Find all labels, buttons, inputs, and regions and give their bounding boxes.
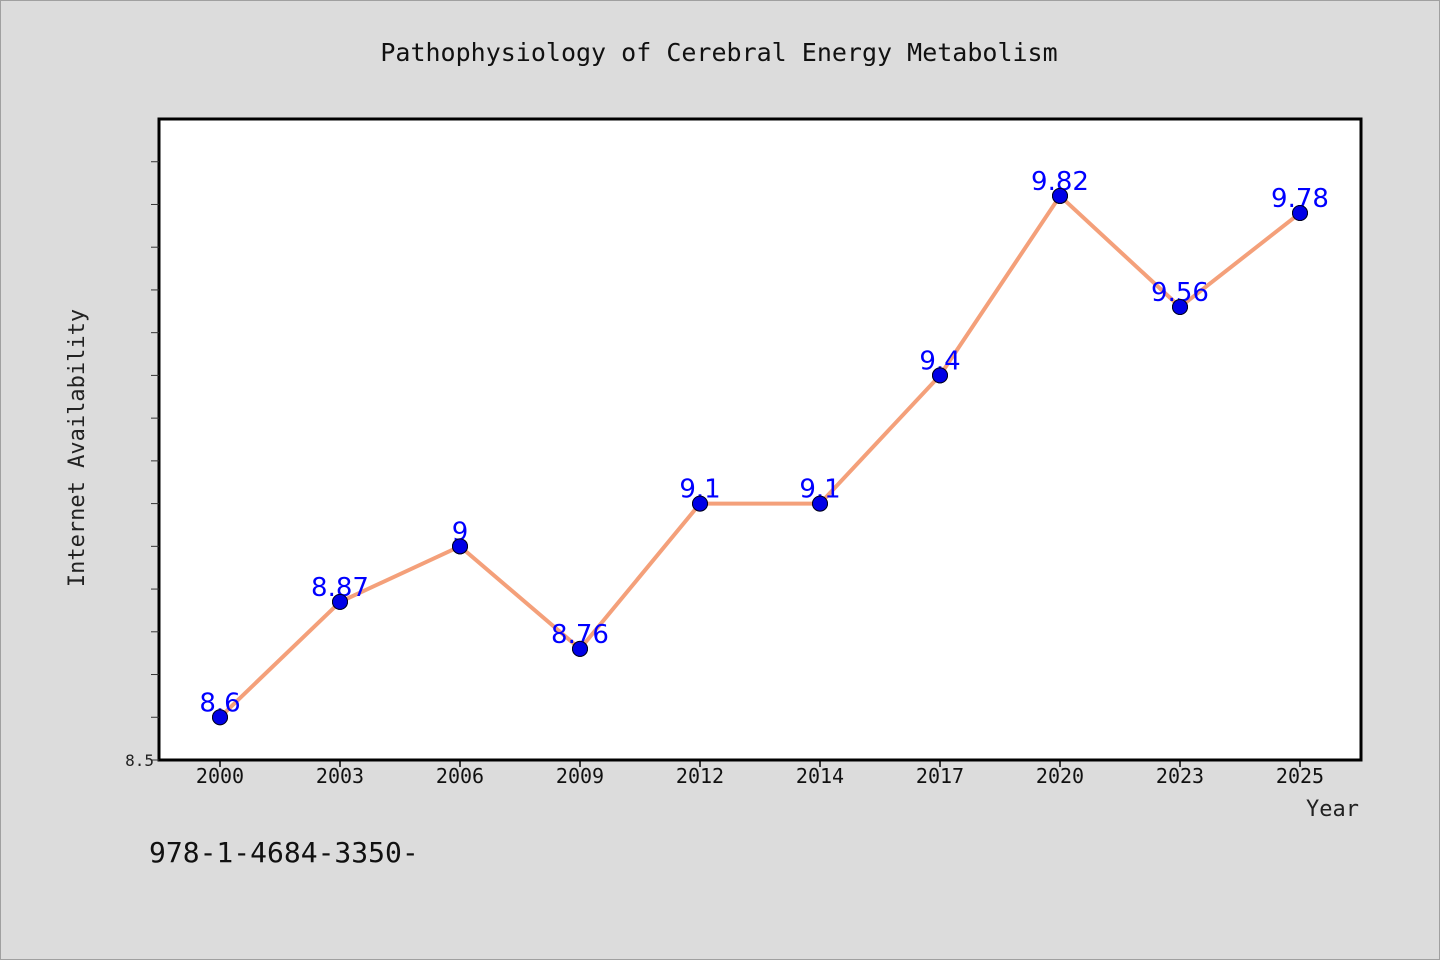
y-axis-label: Internet Availability <box>65 309 90 587</box>
x-tick-label: 2000 <box>196 764 244 788</box>
x-tick-label: 2025 <box>1276 764 1324 788</box>
data-point-overlay <box>932 367 948 384</box>
y-tick-label: 8.5 <box>125 751 154 770</box>
y-axis-ticks <box>151 161 159 761</box>
data-point-overlay <box>332 593 348 610</box>
plot-area <box>157 117 1363 762</box>
x-tick-label: 2012 <box>676 764 724 788</box>
x-axis-label: Year <box>1306 797 1359 822</box>
x-tick-label: 2020 <box>1036 764 1084 788</box>
data-point-overlay <box>1172 299 1188 316</box>
data-point-overlay <box>572 640 588 657</box>
data-point-overlay <box>812 495 828 512</box>
x-tick-label: 2014 <box>796 764 844 788</box>
chart-title: Pathophysiology of Cerebral Energy Metab… <box>380 38 1057 67</box>
series-line <box>218 192 1302 719</box>
data-point-overlay <box>692 495 708 512</box>
x-axis-ticks: 2000 2003 2006 2009 2012 2014 2017 2020 2023 2025 <box>196 760 1324 788</box>
x-tick-label: 2023 <box>1156 764 1204 788</box>
data-point-overlay <box>212 709 228 726</box>
x-tick-label: 2009 <box>556 764 604 788</box>
x-tick-label: 2006 <box>436 764 484 788</box>
data-point-overlay <box>1292 205 1308 222</box>
footer-text: 978-1-4684-3350- <box>149 836 419 869</box>
x-tick-label: 2003 <box>316 764 364 788</box>
x-tick-label: 2017 <box>916 764 964 788</box>
data-point-overlay <box>1052 187 1068 204</box>
data-point-overlay <box>452 538 468 555</box>
